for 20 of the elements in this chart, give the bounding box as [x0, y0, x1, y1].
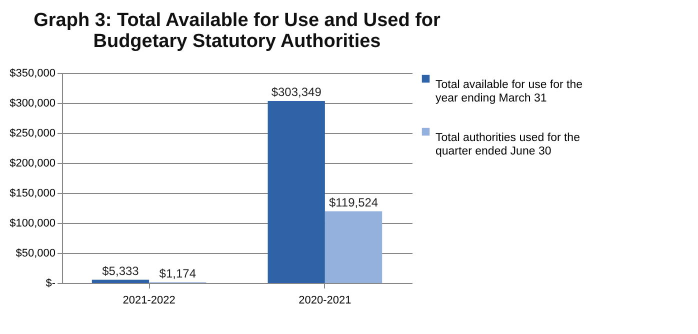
- data-label: $119,524: [328, 195, 378, 210]
- bar: [324, 211, 382, 283]
- legend-label: Total authorities used for the quarter ended June 30: [436, 132, 580, 158]
- data-label: $1,174: [159, 266, 196, 280]
- chart-title: Graph 3: Total Available for Use and Used for Budgetary Statutory Authorities: [34, 10, 442, 52]
- y-tick-label: $200,000: [10, 158, 56, 170]
- data-label: $303,349: [271, 84, 322, 99]
- y-tick-label: $350,000: [10, 68, 56, 80]
- bar: [92, 280, 150, 283]
- y-tick-label: $300,000: [10, 98, 56, 110]
- y-tick-label: $-: [46, 278, 56, 290]
- legend-label: Total available for use for the year ending March 31: [436, 78, 583, 104]
- bar: [268, 100, 325, 283]
- y-tick-label: $150,000: [10, 188, 56, 200]
- y-tick-label: $50,000: [16, 248, 56, 260]
- data-label: $5,333: [102, 264, 140, 278]
- x-tick-label: 2020-2021: [298, 294, 352, 306]
- x-tick-label: 2021-2022: [122, 294, 176, 306]
- y-tick-label: $100,000: [10, 218, 56, 230]
- y-tick-label: $250,000: [10, 128, 56, 140]
